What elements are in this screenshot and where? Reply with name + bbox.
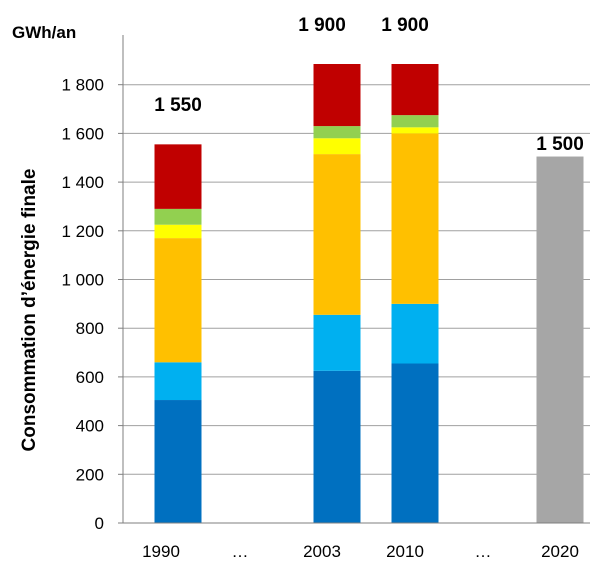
bar-segment bbox=[313, 154, 361, 315]
y-tick-label: 1 200 bbox=[61, 222, 104, 241]
y-tick-label: 1 800 bbox=[61, 76, 104, 95]
bar-segment bbox=[154, 400, 202, 523]
bar-segment bbox=[154, 208, 202, 225]
bar-segment bbox=[313, 314, 361, 371]
bar-segment bbox=[154, 224, 202, 239]
y-axis-label: Consommation d’énergie finale bbox=[19, 169, 40, 452]
bar-segment bbox=[313, 64, 361, 127]
y-tick-label: 1 400 bbox=[61, 173, 104, 192]
x-tick-label: … bbox=[232, 542, 249, 561]
bar-segment bbox=[391, 64, 439, 116]
bars bbox=[154, 64, 584, 523]
x-tick-label: 2010 bbox=[386, 542, 424, 561]
bar-segment bbox=[536, 156, 584, 523]
y-tick-label: 400 bbox=[76, 417, 104, 436]
bar-segment bbox=[313, 138, 361, 155]
bar-segment bbox=[391, 127, 439, 134]
y-tick-label: 1 000 bbox=[61, 271, 104, 290]
total-label: 1 900 bbox=[381, 15, 429, 36]
x-tick-label: 2020 bbox=[541, 542, 579, 561]
total-labels: 1 550 1 900 1 900 1 500 bbox=[154, 15, 584, 155]
y-tick-label: 800 bbox=[76, 319, 104, 338]
total-label: 1 900 bbox=[298, 15, 346, 36]
bar-segment bbox=[154, 238, 202, 363]
bar-segment bbox=[391, 115, 439, 128]
axes bbox=[118, 35, 590, 524]
bar-segment bbox=[391, 303, 439, 364]
x-tick-label: … bbox=[475, 542, 492, 561]
total-label: 1 550 bbox=[154, 95, 202, 116]
y-tick-label: 1 600 bbox=[61, 124, 104, 143]
x-tick-label: 2003 bbox=[303, 542, 341, 561]
bar-segment bbox=[154, 362, 202, 401]
bar-segment bbox=[154, 144, 202, 209]
x-tick-labels: 1990 … 2003 2010 … 2020 bbox=[142, 542, 579, 561]
bar-segment bbox=[391, 363, 439, 523]
y-tick-label: 0 bbox=[95, 514, 104, 533]
unit-label: GWh/an bbox=[12, 23, 76, 42]
total-label: 1 500 bbox=[536, 134, 584, 155]
y-tick-labels: 0 200 400 600 800 1 000 1 200 1 400 1 600 1 800 bbox=[61, 76, 104, 533]
bar-segment bbox=[391, 133, 439, 304]
bar-segment bbox=[313, 370, 361, 523]
y-tick-label: 600 bbox=[76, 368, 104, 387]
bar-segment bbox=[313, 126, 361, 139]
x-tick-label: 1990 bbox=[142, 542, 180, 561]
y-tick-label: 200 bbox=[76, 465, 104, 484]
